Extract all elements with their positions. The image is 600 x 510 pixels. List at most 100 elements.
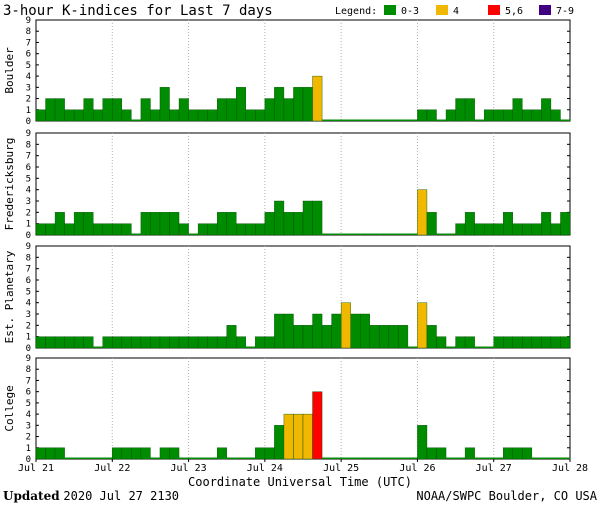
k-index-bar [464,212,475,236]
k-index-bar [550,336,561,349]
y-tick-label: 2 [26,95,31,105]
k-index-bar [407,233,418,235]
y-tick-label: 0 [26,117,31,127]
station-label: Boulder [3,47,16,94]
k-index-bar [283,313,294,349]
x-tick-label: Jul 21 [18,463,54,474]
k-index-bar [426,109,437,122]
updated-footer: Updated 2020 Jul 27 2130 [3,489,179,503]
k-index-bar [283,413,294,460]
k-index-bar [522,223,533,236]
k-index-bar [236,457,246,459]
y-tick-label: 6 [26,276,31,286]
k-index-bar [407,119,418,121]
y-tick-label: 5 [26,399,31,409]
k-index-bar [493,457,504,459]
k-index-bar [436,119,447,121]
k-index-bar [407,457,418,459]
k-index-bar [331,233,342,235]
k-index-bar [379,119,389,121]
k-index-bar [216,336,227,349]
k-index-bar [140,447,151,460]
y-tick-label: 4 [26,299,31,309]
k-index-bar [236,87,246,122]
legend-swatch-4 [539,5,551,15]
station-label: Fredericksburg [3,138,16,231]
k-index-bar [446,457,456,459]
y-tick-label: 9 [26,16,31,26]
k-index-bar [331,313,342,349]
k-index-bar [54,447,65,460]
k-index-bar [73,109,84,122]
y-tick-label: 9 [26,354,31,364]
k-index-bar [169,336,180,349]
k-index-bar [93,346,103,348]
k-index-bar [474,346,485,348]
k-index-bar [188,233,199,235]
x-tick-label: Jul 23 [171,463,207,474]
k-index-bar [45,447,56,460]
k-index-bar [369,233,380,235]
k-index-bar [426,447,437,460]
k-index-bar [150,109,161,122]
k-index-bar [112,447,123,460]
k-index-bar [112,223,123,236]
k-index-bar [522,336,533,349]
k-index-bar [188,109,199,122]
k-index-bar [159,212,170,236]
k-index-bar [474,223,485,236]
k-index-bar [121,109,132,122]
y-tick-label: 1 [26,444,31,454]
y-tick-label: 2 [26,208,31,218]
k-index-bar [216,212,227,236]
y-tick-label: 1 [26,220,31,230]
k-index-bar [522,447,533,460]
k-index-bar [312,75,323,122]
k-index-bar [312,200,323,236]
updated-label: Updated [3,489,60,503]
legend-item-1: 0-3 [401,6,419,17]
k-index-bar [64,457,75,459]
y-tick-label: 4 [26,410,31,420]
y-tick-label: 8 [26,365,31,375]
k-index-bar [503,212,513,236]
y-tick-label: 5 [26,61,31,71]
k-index-bar [541,457,551,459]
k-index-bar [35,223,46,236]
k-index-bar [464,336,475,349]
k-index-bar [426,212,437,236]
k-index-bar [531,457,542,459]
k-index-bar [388,233,399,235]
k-index-bar [436,336,447,349]
k-index-bar [121,447,132,460]
k-index-bar [426,325,437,349]
k-index-bar [322,233,332,235]
y-tick-label: 9 [26,129,31,139]
k-index-bar [417,425,428,460]
k-index-bar [398,119,408,121]
k-index-bar [197,336,208,349]
k-index-bar [302,200,313,236]
k-index-bar [207,336,218,349]
k-index-bar [226,98,237,122]
k-index-bar [93,457,103,459]
y-tick-label: 0 [26,455,31,465]
k-index-bar [274,425,285,460]
k-index-bar [54,98,65,122]
k-index-bar [54,336,65,349]
k-index-bar [512,447,523,460]
k-index-bar [255,223,266,236]
k-index-bar [312,391,323,460]
k-index-bar [274,200,285,236]
k-index-bar [207,457,218,459]
y-tick-label: 3 [26,421,31,431]
k-index-bar [159,87,170,122]
y-tick-label: 6 [26,163,31,173]
k-index-bar [131,119,141,121]
k-index-bar [379,457,389,459]
k-index-bar [436,233,447,235]
k-index-bar [398,325,409,349]
k-index-bar [169,109,180,122]
k-index-bar [64,223,75,236]
k-index-bar [474,457,485,459]
